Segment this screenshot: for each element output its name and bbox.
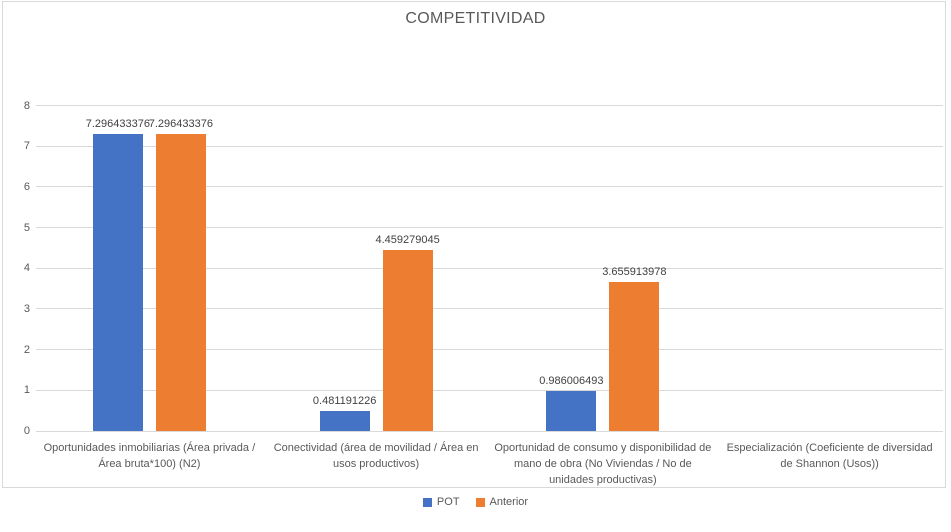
category-label-4: Especialización (Coeficiente de diversid…	[726, 442, 933, 470]
data-label-pot-2: 0.481191226	[312, 395, 377, 408]
legend-label-anterior: Anterior	[489, 496, 529, 508]
y-axis-tick-label: 4	[23, 262, 30, 275]
data-label-pot-3: 0.986006493	[539, 374, 604, 387]
pot-series-swatch-icon	[422, 497, 432, 507]
gridline	[36, 389, 943, 391]
gridline	[36, 267, 943, 269]
gridline	[36, 349, 943, 351]
gridline	[36, 430, 943, 432]
gridline	[36, 145, 943, 147]
bar-anterior-1	[155, 134, 206, 431]
y-axis-tick-label: 6	[23, 180, 30, 193]
y-axis-tick-label: 8	[23, 99, 30, 112]
gridline	[36, 105, 943, 106]
y-axis-tick-label: 7	[23, 140, 30, 153]
legend: POT Anterior	[0, 496, 951, 508]
legend-item-anterior: Anterior	[475, 496, 529, 508]
y-axis-tick-label: 3	[23, 302, 30, 315]
y-axis-tick-label: 2	[23, 343, 30, 356]
legend-label-pot: POT	[436, 496, 460, 508]
data-label-pot-1: 7.296433376	[85, 118, 150, 131]
gridline	[36, 227, 943, 229]
category-label-2: Conectividad (área de movilidad / Área e…	[273, 442, 479, 470]
bar-anterior-3	[609, 282, 660, 431]
legend-item-pot: POT	[422, 496, 460, 508]
category-label-3: Oportunidad de consumo y disponibilidad …	[494, 442, 712, 486]
gridline	[36, 186, 943, 188]
bar-anterior-2	[382, 249, 433, 431]
gridline	[36, 308, 943, 310]
bar-pot-1	[92, 134, 143, 431]
y-axis-tick-label: 0	[23, 425, 30, 437]
data-label-anterior-2: 4.459279045	[375, 233, 440, 246]
y-axis-tick-label: 1	[23, 384, 30, 397]
bar-pot-2	[319, 411, 370, 431]
chart-area-frame	[2, 1, 946, 488]
bar-pot-3	[546, 390, 597, 431]
data-label-anterior-3: 3.655913978	[602, 266, 667, 279]
data-label-anterior-1: 7.296433376	[148, 118, 213, 131]
chart-title: COMPETITIVIDAD	[405, 10, 546, 27]
y-axis-tick-label: 5	[23, 221, 30, 234]
anterior-series-swatch-icon	[475, 497, 485, 507]
category-label-1: Oportunidades inmobiliarias (Área privad…	[43, 442, 256, 470]
